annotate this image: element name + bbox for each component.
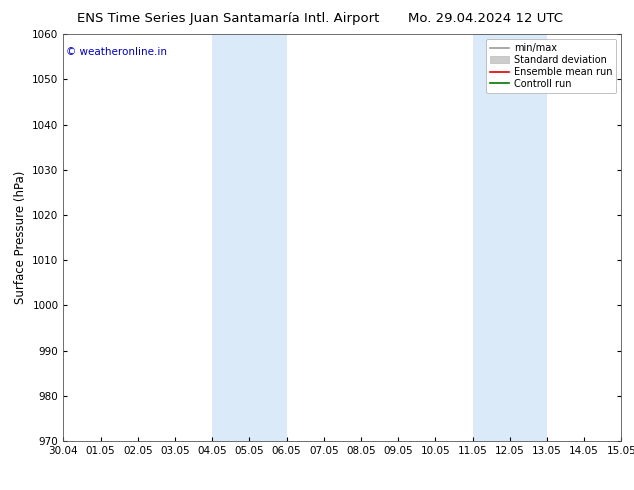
- Text: ENS Time Series Juan Santamaría Intl. Airport: ENS Time Series Juan Santamaría Intl. Ai…: [77, 12, 379, 25]
- Text: Mo. 29.04.2024 12 UTC: Mo. 29.04.2024 12 UTC: [408, 12, 562, 25]
- Legend: min/max, Standard deviation, Ensemble mean run, Controll run: min/max, Standard deviation, Ensemble me…: [486, 39, 616, 93]
- Text: © weatheronline.in: © weatheronline.in: [66, 47, 167, 56]
- Bar: [472, 34, 547, 441]
- Y-axis label: Surface Pressure (hPa): Surface Pressure (hPa): [14, 171, 27, 304]
- Bar: [212, 34, 287, 441]
